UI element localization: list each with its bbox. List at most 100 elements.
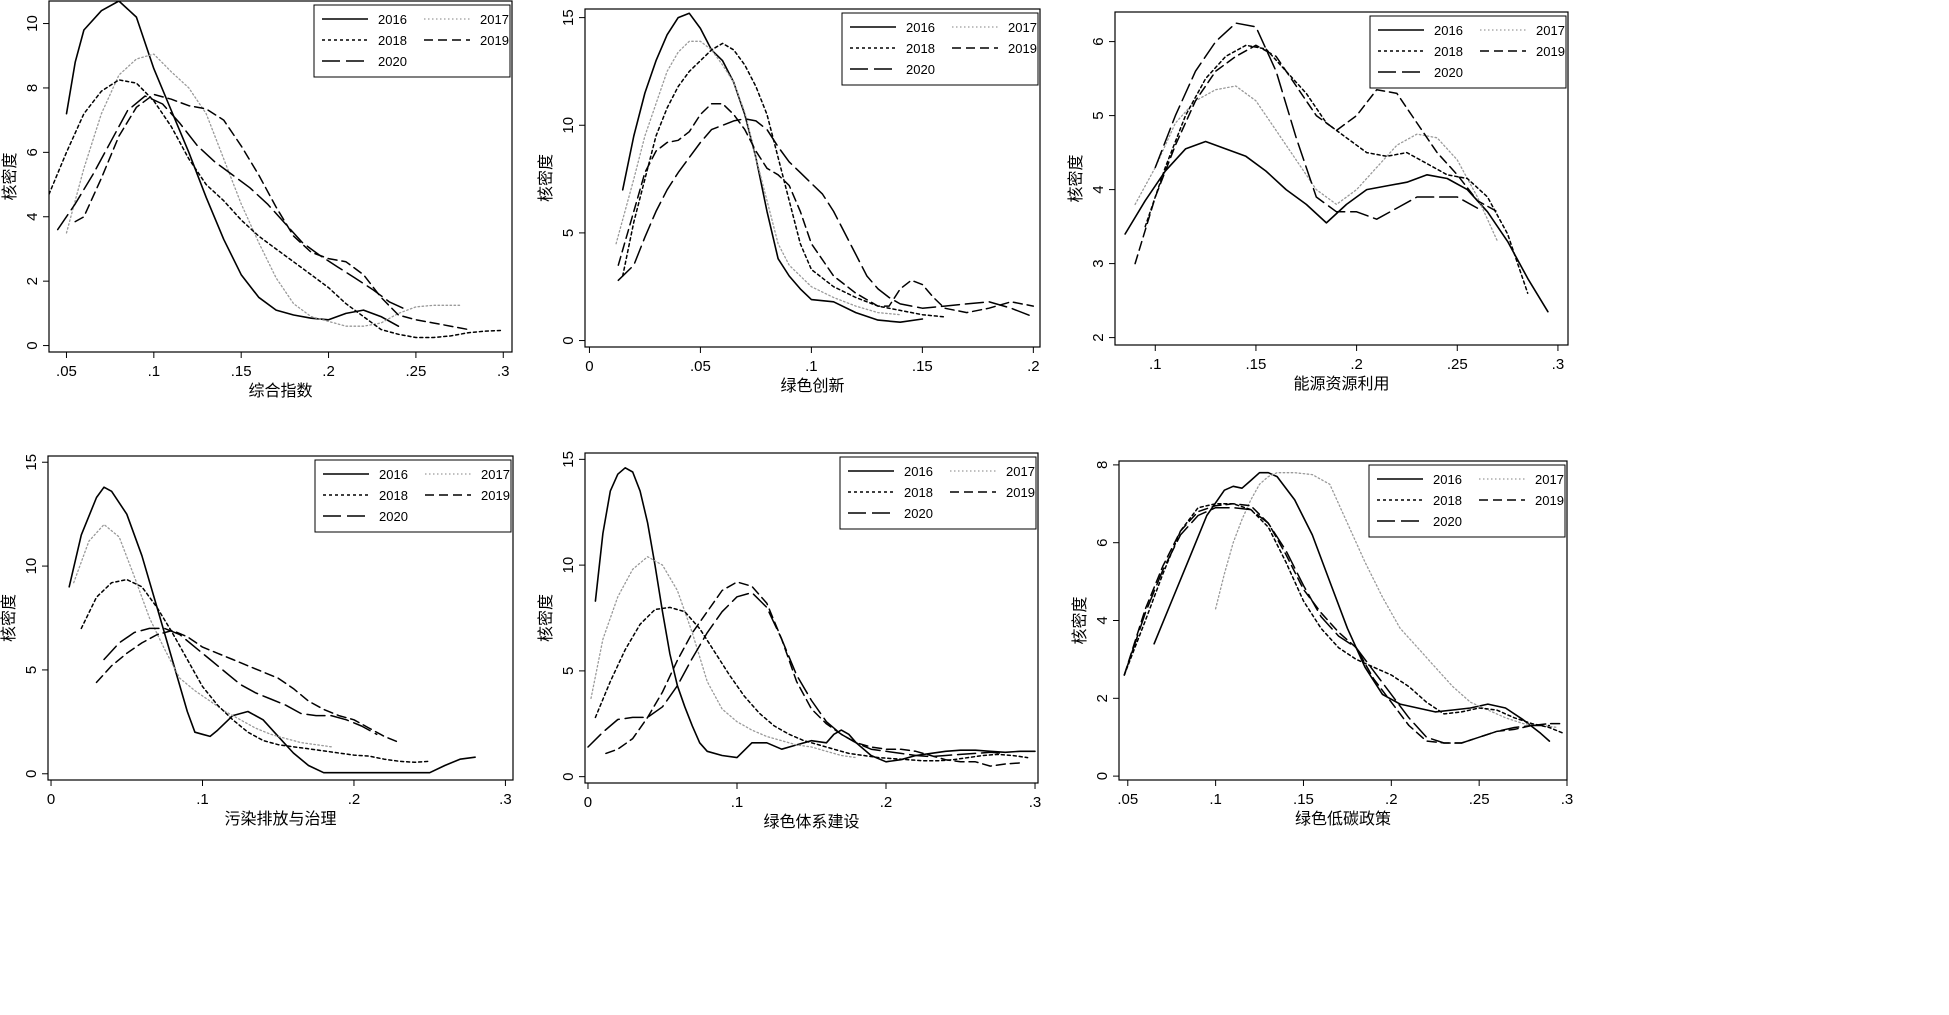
- legend-label-2017: 2017: [1006, 464, 1035, 479]
- legend-label-2020: 2020: [379, 509, 408, 524]
- x-axis-title: 绿色创新: [780, 376, 844, 395]
- legend-label-2017: 2017: [480, 12, 509, 27]
- y-tick-label: 6: [1094, 539, 1111, 547]
- y-axis-title: 核密度: [1070, 596, 1089, 644]
- plot-frame: [584, 452, 1039, 784]
- y-tick-label: 5: [560, 229, 577, 237]
- plot-frame: [584, 8, 1041, 348]
- series-line-2019: [605, 581, 1021, 767]
- series-line-2016: [594, 467, 1036, 763]
- x-axis-title: 综合指数: [248, 381, 312, 400]
- series-line-2018: [594, 606, 1029, 762]
- x-tick-label: .1: [148, 363, 161, 380]
- series-line-2020: [1123, 506, 1551, 744]
- series-line-2019: [617, 102, 1035, 314]
- x-tick-label: .15: [912, 358, 933, 375]
- legend-label-2017: 2017: [1536, 23, 1565, 38]
- x-axis-title: 能源资源利用: [1293, 374, 1389, 393]
- y-axis-title: 核密度: [0, 594, 18, 642]
- legend-label-2020: 2020: [904, 506, 933, 521]
- x-tick-label: .1: [196, 791, 209, 808]
- series-line-2017: [615, 40, 901, 316]
- legend-label-2017: 2017: [1535, 472, 1564, 487]
- x-tick-label: .3: [1552, 356, 1565, 373]
- y-tick-label: 4: [24, 213, 41, 221]
- legend-box: [314, 459, 512, 533]
- x-axis-title: 绿色体系建设: [763, 812, 859, 831]
- x-tick-label: 0: [584, 794, 592, 811]
- x-tick-label: .3: [499, 791, 512, 808]
- x-tick-label: .05: [1117, 791, 1138, 808]
- x-tick-label: .3: [1029, 794, 1042, 811]
- legend-box: [313, 4, 511, 78]
- legend-label-2019: 2019: [1536, 44, 1565, 59]
- x-tick-label: 0: [585, 358, 593, 375]
- series-line-2016: [1153, 471, 1551, 742]
- x-tick-label: .3: [497, 363, 510, 380]
- y-axis-title: 核密度: [536, 594, 555, 642]
- y-tick-label: 10: [23, 558, 40, 575]
- legend-label-2018: 2018: [1433, 493, 1462, 508]
- legend-label-2016: 2016: [1434, 23, 1463, 38]
- legend-label-2019: 2019: [1535, 493, 1564, 508]
- y-tick-label: 8: [1094, 461, 1111, 469]
- y-tick-label: 0: [23, 770, 40, 778]
- series-line-2020: [56, 95, 408, 311]
- legend: 2016 2017 2018 2019 2020: [313, 4, 511, 78]
- y-tick-label: 3: [1090, 259, 1107, 267]
- y-tick-label: 8: [24, 84, 41, 92]
- series-line-2019: [1134, 44, 1499, 265]
- legend-label-2019: 2019: [1006, 485, 1035, 500]
- x-tick-label: .15: [1293, 791, 1314, 808]
- series-line-2020: [103, 627, 378, 736]
- legend: 2016 2017 2018 2019 2020: [839, 456, 1037, 530]
- legend-label-2020: 2020: [1433, 514, 1462, 529]
- y-axis-title: 核密度: [1066, 154, 1085, 202]
- x-tick-label: .2: [880, 794, 893, 811]
- y-tick-label: 0: [560, 336, 577, 344]
- series-line-2018: [621, 42, 946, 318]
- y-tick-label: 0: [1094, 772, 1111, 780]
- legend-label-2018: 2018: [904, 485, 933, 500]
- x-tick-label: .15: [231, 363, 252, 380]
- legend-label-2020: 2020: [1434, 65, 1463, 80]
- x-tick-label: .25: [405, 363, 426, 380]
- legend-label-2017: 2017: [1008, 20, 1037, 35]
- y-tick-label: 15: [23, 454, 40, 471]
- legend-label-2016: 2016: [906, 20, 935, 35]
- x-tick-label: .2: [1350, 356, 1363, 373]
- series-line-2019: [74, 93, 470, 331]
- series-line-2018: [1123, 503, 1565, 735]
- legend-box: [841, 12, 1039, 86]
- y-tick-label: 4: [1090, 185, 1107, 193]
- series-line-2016: [68, 486, 476, 774]
- y-axis-title: 核密度: [536, 154, 555, 202]
- plot-frame: [1114, 11, 1569, 346]
- legend-label-2017: 2017: [481, 467, 510, 482]
- x-tick-label: 0: [47, 791, 55, 808]
- series-line-2019: [95, 629, 401, 744]
- legend-label-2018: 2018: [379, 488, 408, 503]
- y-tick-label: 10: [560, 557, 577, 574]
- x-tick-label: .25: [1469, 791, 1490, 808]
- legend-label-2019: 2019: [480, 33, 509, 48]
- y-axis-title: 核密度: [0, 152, 19, 200]
- series-line-2020: [587, 591, 1006, 758]
- plot-frame: [48, 0, 513, 353]
- y-tick-label: 2: [24, 277, 41, 285]
- series-line-2020: [1154, 22, 1479, 220]
- chart-panel-2: 0 .05 .1 .15 .2 0 5 10 15 绿色创新 核密度 2016 2017 2018 2019…: [536, 8, 1041, 395]
- series-line-2017: [590, 556, 857, 759]
- x-tick-label: .1: [1209, 791, 1222, 808]
- x-axis-title: 绿色低碳政策: [1295, 809, 1391, 828]
- legend: 2016 2017 2018 2019 2020: [841, 12, 1039, 86]
- x-tick-label: .3: [1561, 791, 1574, 808]
- legend-label-2020: 2020: [906, 62, 935, 77]
- y-tick-label: 5: [560, 667, 577, 675]
